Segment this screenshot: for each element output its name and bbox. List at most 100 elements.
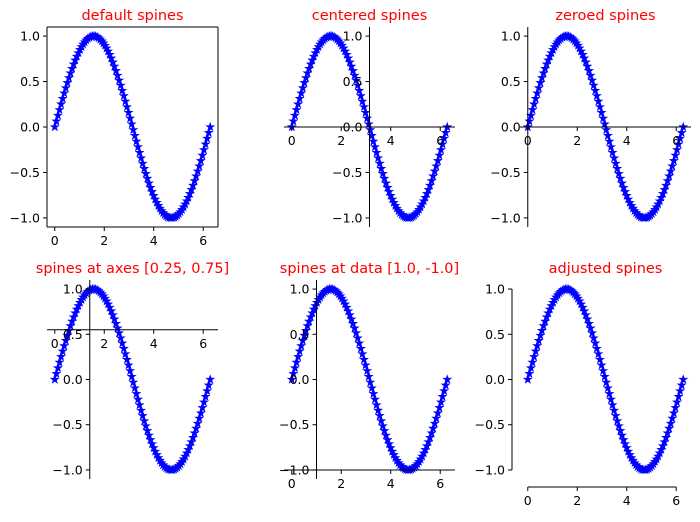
star-marker bbox=[577, 49, 588, 59]
star-marker bbox=[426, 175, 437, 186]
star-marker bbox=[671, 144, 682, 155]
star-marker bbox=[145, 434, 156, 445]
star-marker bbox=[432, 155, 443, 166]
star-marker bbox=[591, 343, 602, 353]
star-marker bbox=[591, 90, 602, 101]
subplot-title: zeroed spines bbox=[555, 8, 655, 24]
star-marker bbox=[51, 368, 62, 378]
star-marker bbox=[104, 49, 115, 59]
y-tick-label: −1.0 bbox=[475, 462, 505, 477]
star-marker bbox=[621, 442, 632, 453]
y-tick-label: −0.5 bbox=[475, 417, 505, 432]
star-marker bbox=[133, 394, 143, 404]
star-marker bbox=[131, 136, 142, 146]
y-tick-label: 0.5 bbox=[290, 327, 310, 342]
star-marker bbox=[615, 425, 626, 436]
star-marker bbox=[349, 322, 360, 333]
star-marker bbox=[381, 430, 391, 440]
star-marker bbox=[440, 127, 451, 137]
star-marker bbox=[198, 144, 209, 155]
star-marker bbox=[357, 348, 368, 359]
star-marker bbox=[664, 423, 675, 433]
star-marker bbox=[188, 432, 198, 442]
star-marker bbox=[613, 168, 624, 178]
star-marker bbox=[602, 382, 613, 393]
y-tick-label: −1.0 bbox=[10, 210, 40, 225]
star-marker bbox=[431, 160, 442, 171]
y-tick-label: 1.0 bbox=[290, 282, 310, 297]
star-marker bbox=[675, 385, 686, 396]
star-marker bbox=[670, 150, 681, 160]
star-marker bbox=[606, 394, 616, 404]
star-marker bbox=[615, 173, 626, 183]
star-marker bbox=[195, 155, 206, 166]
star-marker bbox=[194, 160, 205, 171]
star-marker bbox=[431, 413, 442, 423]
subplot-title: adjusted spines bbox=[549, 261, 663, 277]
star-marker bbox=[189, 175, 200, 186]
star-marker bbox=[346, 313, 357, 324]
marker-group bbox=[49, 283, 216, 475]
star-marker bbox=[377, 168, 388, 178]
star-marker bbox=[617, 177, 627, 188]
subplot-1: default spines 0 2 4 6 −1.0 −0.5 0.0 0.5 1.0 bbox=[10, 8, 219, 248]
star-marker bbox=[107, 309, 118, 320]
star-marker bbox=[425, 432, 435, 442]
star-marker bbox=[610, 158, 621, 168]
star-marker bbox=[580, 309, 591, 320]
y-tick-label: 0.5 bbox=[343, 74, 363, 89]
star-marker bbox=[148, 190, 159, 200]
star-marker bbox=[205, 121, 216, 132]
star-marker bbox=[54, 357, 65, 367]
star-marker bbox=[437, 139, 448, 149]
star-marker bbox=[131, 388, 142, 399]
star-marker bbox=[613, 420, 624, 431]
star-marker bbox=[362, 113, 373, 123]
star-marker bbox=[354, 85, 365, 95]
star-marker bbox=[664, 170, 675, 181]
star-marker bbox=[109, 61, 120, 71]
star-marker bbox=[203, 127, 214, 137]
star-marker bbox=[371, 399, 382, 410]
star-marker bbox=[114, 75, 125, 85]
star-marker bbox=[428, 423, 439, 433]
subplot-title: default spines bbox=[81, 8, 183, 24]
star-marker bbox=[360, 359, 371, 370]
star-marker bbox=[434, 402, 445, 412]
star-marker bbox=[344, 56, 355, 67]
star-marker bbox=[341, 302, 352, 312]
star-marker bbox=[202, 385, 213, 396]
star-marker bbox=[300, 72, 311, 83]
star-marker bbox=[120, 348, 131, 359]
star-marker bbox=[371, 147, 382, 157]
star-marker bbox=[140, 420, 151, 431]
star-marker bbox=[200, 139, 211, 149]
star-marker bbox=[351, 75, 362, 85]
star-marker bbox=[384, 186, 395, 197]
star-marker bbox=[661, 180, 671, 190]
marker-group bbox=[286, 30, 453, 223]
y-tick-label: −1.0 bbox=[490, 210, 520, 225]
star-marker bbox=[300, 325, 311, 335]
subplot-3: zeroed spines 0 2 4 6 −1.0 −0.5 0.0 0.5 1.0 bbox=[490, 8, 691, 227]
star-marker bbox=[139, 415, 150, 426]
star-marker bbox=[379, 173, 390, 183]
star-marker bbox=[538, 320, 549, 331]
star-marker bbox=[440, 380, 451, 390]
subplot-title: centered spines bbox=[312, 8, 428, 24]
star-marker bbox=[612, 415, 623, 426]
subplot-5: spines at data [1.0, -1.0] 0 2 4 6 −1.0 −0.5 0.… bbox=[279, 261, 459, 491]
star-marker bbox=[379, 425, 390, 436]
star-marker bbox=[114, 327, 125, 338]
star-marker bbox=[618, 182, 629, 192]
star-marker bbox=[198, 397, 209, 407]
x-tick-label: 0 bbox=[51, 336, 59, 351]
x-tick-label: 6 bbox=[199, 336, 207, 351]
star-marker bbox=[601, 377, 612, 387]
star-marker bbox=[51, 116, 62, 126]
subplot-title: spines at axes [0.25, 0.75] bbox=[36, 261, 229, 277]
x-tick-label: 6 bbox=[436, 133, 444, 148]
star-marker bbox=[579, 53, 590, 63]
star-marker bbox=[122, 354, 132, 364]
